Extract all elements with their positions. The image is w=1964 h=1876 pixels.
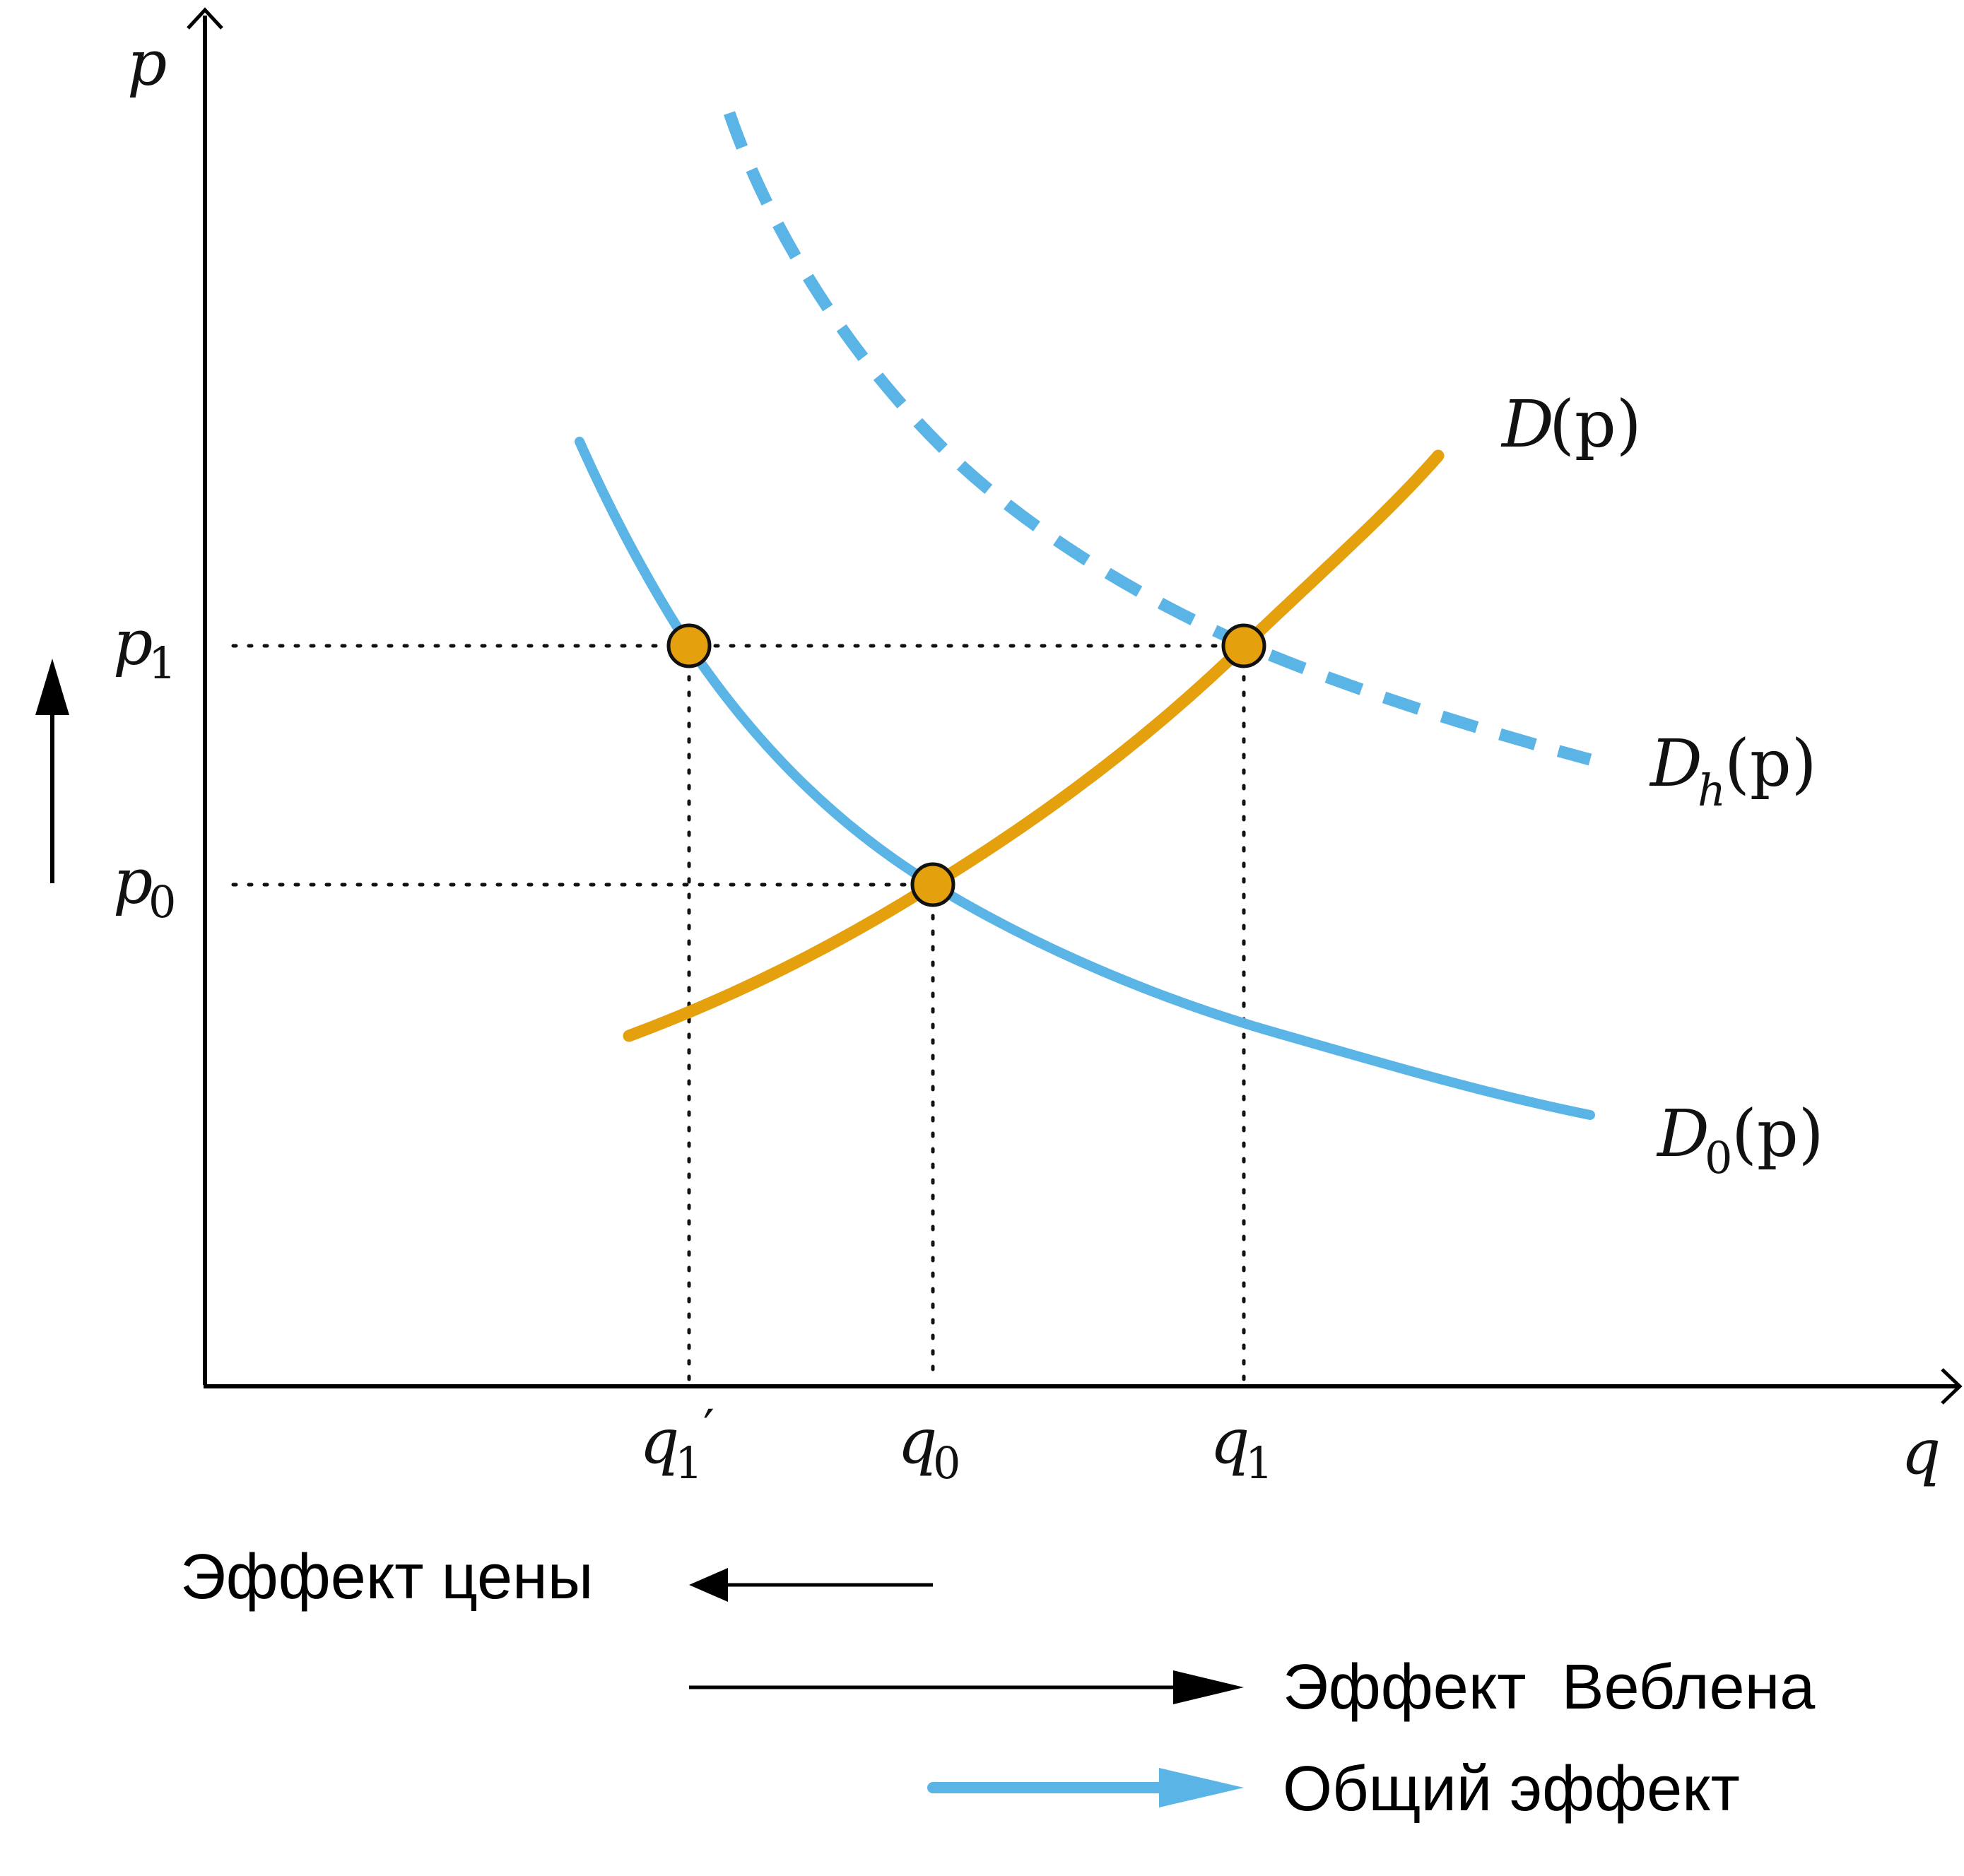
price-effect-arrowhead [689, 1568, 728, 1602]
q1-label: q 1 [1210, 1405, 1273, 1489]
svg-text:q: q [640, 1405, 679, 1477]
legend-price-effect: Эффект цены [180, 1542, 933, 1612]
veblen-effect-label: Эффект Веблена [1283, 1652, 1816, 1723]
svg-text:0: 0 [1705, 1132, 1732, 1184]
veblen-effect-arrowhead [1173, 1670, 1244, 1704]
svg-text:(p): (p) [1724, 726, 1817, 801]
svg-text:1: 1 [148, 637, 176, 689]
dh-curve-label: D h (p) [1649, 726, 1817, 816]
p1-label: p 1 [113, 606, 176, 689]
q0-label: q 0 [898, 1405, 960, 1489]
svg-text:′: ′ [703, 1399, 715, 1457]
svg-text:(p): (p) [1549, 387, 1642, 462]
legend-total-effect: Общий эффект [927, 1754, 1740, 1824]
svg-text:h: h [1698, 765, 1726, 816]
d-curve-label: D (p) [1500, 387, 1642, 462]
svg-text:(p): (p) [1731, 1096, 1824, 1172]
svg-text:D: D [1656, 1096, 1710, 1172]
svg-text:0: 0 [148, 876, 176, 928]
svg-text:D: D [1500, 387, 1554, 462]
d-demand-curve [623, 449, 1445, 1042]
total-effect-arrowhead [1159, 1768, 1244, 1807]
q1-prime-label: q 1 ′ [640, 1399, 715, 1489]
point-q1-prime-p1 [666, 623, 712, 668]
x-axis-arrowhead [1941, 1368, 1963, 1405]
price-increase-arrow [35, 659, 69, 883]
point-q1-p1 [1221, 623, 1266, 668]
total-effect-label: Общий эффект [1283, 1754, 1740, 1824]
y-axis-label: p [127, 27, 167, 100]
p0-label: p 0 [113, 845, 176, 928]
price-effect-label: Эффект цены [180, 1542, 593, 1612]
x-axis-label: q [1901, 1415, 1941, 1488]
d0-curve-label: D 0 (p) [1656, 1096, 1824, 1184]
legend-veblen-effect: Эффект Веблена [689, 1652, 1816, 1723]
svg-text:q: q [898, 1405, 937, 1477]
point-q0-p0 [910, 862, 955, 907]
svg-text:1: 1 [675, 1437, 702, 1489]
svg-text:D: D [1649, 726, 1703, 801]
y-axis-arrowhead [187, 7, 223, 30]
dh-demand-curve [723, 111, 1592, 766]
svg-text:p: p [113, 845, 153, 918]
svg-text:0: 0 [933, 1437, 960, 1489]
svg-text:p: p [113, 606, 153, 679]
svg-text:1: 1 [1245, 1437, 1273, 1489]
svg-text:q: q [1210, 1405, 1249, 1477]
